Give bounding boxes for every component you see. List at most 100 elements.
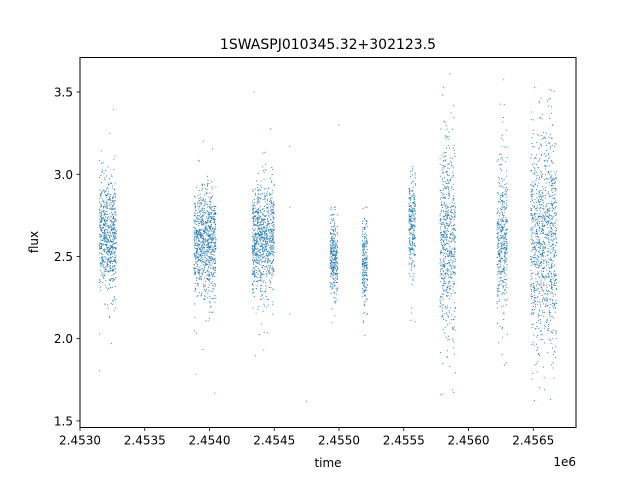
- data-point: [502, 244, 504, 246]
- data-point: [110, 224, 112, 226]
- data-point: [273, 201, 275, 203]
- data-point: [453, 257, 455, 259]
- data-point: [451, 201, 453, 203]
- data-point: [439, 351, 442, 354]
- data-point: [114, 273, 116, 275]
- data-point: [207, 319, 209, 322]
- data-point: [272, 268, 274, 270]
- data-point: [536, 154, 538, 156]
- data-point: [504, 223, 506, 225]
- data-point: [409, 249, 411, 251]
- data-point: [412, 247, 414, 249]
- data-point: [257, 270, 259, 272]
- data-point: [204, 211, 206, 213]
- data-point: [198, 270, 200, 272]
- data-point: [441, 307, 444, 309]
- data-point: [413, 229, 416, 231]
- data-point: [549, 146, 551, 148]
- data-point: [445, 204, 447, 206]
- data-point: [213, 218, 215, 220]
- data-point: [112, 303, 114, 305]
- data-point: [447, 174, 449, 176]
- data-point: [271, 206, 273, 208]
- data-point: [542, 255, 544, 257]
- data-point: [454, 237, 456, 239]
- data-point: [99, 333, 101, 335]
- data-point: [105, 271, 107, 273]
- data-point: [450, 234, 452, 236]
- data-point: [102, 257, 104, 259]
- data-point: [446, 216, 448, 218]
- data-point: [549, 210, 551, 212]
- data-point: [500, 211, 502, 213]
- data-point: [550, 265, 552, 267]
- data-point: [454, 236, 457, 238]
- data-point: [197, 231, 199, 233]
- data-point: [208, 220, 210, 222]
- data-point: [448, 249, 450, 251]
- data-point: [112, 265, 114, 267]
- data-point: [504, 193, 507, 195]
- data-point: [440, 226, 442, 228]
- data-point: [205, 271, 207, 273]
- data-point: [206, 215, 208, 217]
- data-point: [537, 271, 539, 273]
- data-point: [209, 263, 211, 265]
- data-point: [501, 186, 503, 188]
- data-point: [262, 252, 265, 255]
- data-point: [336, 278, 338, 280]
- data-point: [204, 290, 206, 292]
- data-point: [440, 251, 443, 254]
- data-point: [194, 317, 196, 319]
- data-point: [500, 154, 502, 156]
- data-point: [270, 181, 272, 183]
- data-point: [546, 284, 548, 286]
- data-point: [202, 198, 204, 200]
- data-point: [194, 256, 196, 258]
- data-point: [447, 268, 449, 270]
- data-point: [202, 235, 204, 237]
- data-point: [257, 280, 259, 283]
- data-point: [198, 202, 200, 204]
- data-point: [105, 251, 107, 253]
- data-point: [272, 228, 274, 231]
- data-point: [336, 246, 338, 248]
- data-point: [256, 224, 258, 226]
- data-point: [114, 200, 116, 202]
- data-point: [555, 252, 557, 254]
- data-point: [263, 208, 265, 210]
- data-point: [365, 264, 367, 266]
- data-point: [270, 266, 272, 268]
- data-point: [545, 300, 547, 302]
- data-point: [254, 233, 256, 235]
- data-point: [530, 209, 532, 211]
- data-point: [413, 207, 415, 209]
- data-point: [542, 244, 544, 246]
- data-point: [200, 259, 203, 261]
- data-point: [530, 170, 533, 172]
- data-point: [114, 182, 116, 184]
- data-point: [206, 263, 208, 265]
- data-point: [538, 135, 540, 137]
- data-point: [451, 254, 453, 256]
- data-point: [260, 259, 262, 261]
- data-point: [447, 256, 449, 258]
- data-point: [361, 240, 363, 242]
- data-point: [537, 207, 539, 209]
- data-point: [254, 241, 256, 243]
- data-point: [448, 312, 450, 314]
- data-point: [257, 221, 259, 223]
- data-point: [196, 276, 198, 278]
- data-point: [533, 220, 535, 222]
- data-point: [100, 174, 102, 176]
- data-point: [337, 233, 339, 235]
- data-point: [535, 343, 538, 345]
- data-point: [105, 195, 107, 197]
- data-point: [269, 199, 272, 201]
- data-point: [553, 377, 555, 379]
- data-point: [453, 341, 455, 343]
- data-point: [499, 257, 501, 259]
- data-point: [541, 294, 543, 297]
- data-point: [266, 262, 268, 264]
- data-point: [440, 234, 442, 237]
